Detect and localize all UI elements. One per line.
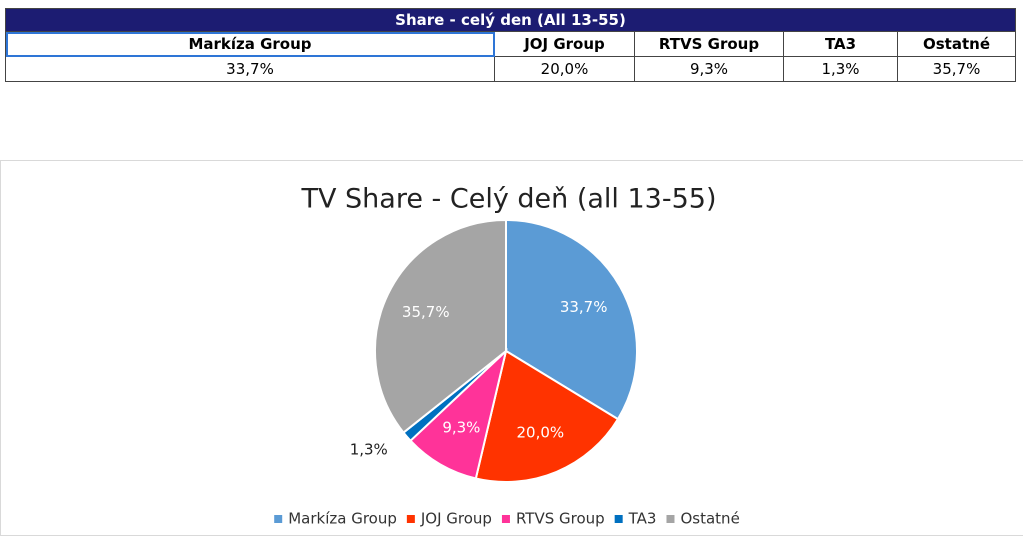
header-cell[interactable]: Markíza Group xyxy=(5,31,495,57)
legend-label: RTVS Group xyxy=(516,510,605,528)
legend-swatch xyxy=(406,515,415,523)
chart-area: TV Share - Celý deň (all 13-55) 33,7% 20,… xyxy=(0,160,1023,536)
legend-swatch xyxy=(614,515,623,523)
data-label: 1,3% xyxy=(350,440,388,458)
table-title: Share - celý den (All 13-55) xyxy=(5,8,1016,32)
legend-swatch xyxy=(501,515,510,523)
header-cell[interactable]: Ostatné xyxy=(897,31,1016,57)
chart: TV Share - Celý deň (all 13-55) 33,7% 20,… xyxy=(274,184,740,528)
pie-slice xyxy=(505,218,638,421)
legend-swatch xyxy=(274,515,283,523)
chart-title: TV Share - Celý deň (all 13-55) xyxy=(301,184,717,215)
pie-slice xyxy=(409,347,508,480)
data-label: 33,7% xyxy=(560,298,608,316)
data-label: 9,3% xyxy=(442,419,480,437)
header-cell[interactable]: RTVS Group xyxy=(634,31,784,57)
legend-label: Markíza Group xyxy=(288,510,397,528)
pie-slice xyxy=(374,218,507,434)
value-cell[interactable]: 1,3% xyxy=(783,56,898,82)
value-cell[interactable]: 9,3% xyxy=(634,56,784,82)
value-cell[interactable]: 33,7% xyxy=(5,56,495,82)
data-label: 20,0% xyxy=(517,424,565,442)
legend-label: TA3 xyxy=(628,510,657,528)
data-label: 35,7% xyxy=(402,303,450,321)
header-cell[interactable]: JOJ Group xyxy=(494,31,635,57)
pie-slice xyxy=(474,349,620,483)
header-cell[interactable]: TA3 xyxy=(783,31,898,57)
value-cell[interactable]: 35,7% xyxy=(897,56,1016,82)
legend-label: Ostatné xyxy=(680,510,739,528)
legend-swatch xyxy=(666,515,675,523)
share-table: Share - celý den (All 13-55) Markíza Gro… xyxy=(5,8,1016,82)
value-cell[interactable]: 20,0% xyxy=(494,56,635,82)
legend-label: JOJ Group xyxy=(420,510,492,528)
